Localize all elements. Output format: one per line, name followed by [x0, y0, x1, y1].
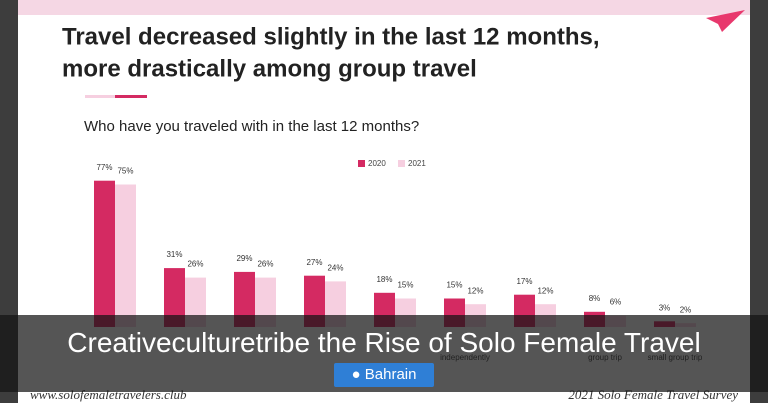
value-label: 24% [327, 264, 343, 273]
bar [185, 277, 206, 327]
value-label: 6% [610, 298, 622, 307]
bar [115, 184, 136, 327]
value-label: 15% [397, 281, 413, 290]
value-label: 77% [96, 163, 112, 172]
legend-label: 2020 [368, 159, 386, 168]
value-label: 8% [589, 294, 601, 303]
value-label: 31% [166, 250, 182, 259]
legend-swatch [398, 160, 405, 167]
value-label: 17% [516, 277, 532, 286]
caption: Creativeculturetribe the Rise of Solo Fe… [67, 327, 701, 358]
caption-overlay: Creativeculturetribe the Rise of Solo Fe… [0, 315, 768, 392]
value-label: 26% [257, 260, 273, 269]
bar [304, 275, 325, 327]
value-label: 12% [537, 286, 553, 295]
chart-title: Travel decreased slightly in the last 12… [62, 23, 600, 50]
tag-icon: ● [351, 366, 365, 383]
accent-line [85, 95, 115, 98]
bar [234, 271, 255, 327]
value-label: 2% [680, 305, 692, 314]
accent-line [115, 95, 147, 98]
bar [164, 268, 185, 327]
bar [94, 180, 115, 327]
value-label: 15% [446, 281, 462, 290]
value-label: 18% [376, 275, 392, 284]
value-label: 75% [117, 167, 133, 176]
value-label: 29% [236, 254, 252, 263]
bar [255, 277, 276, 327]
location-tag[interactable]: ● Bahrain [334, 363, 434, 387]
chart-subtitle: Who have you traveled with in the last 1… [84, 118, 419, 135]
value-label: 3% [659, 303, 671, 312]
chart-title: more drastically among group travel [62, 55, 477, 82]
value-label: 27% [306, 258, 322, 267]
value-label: 12% [467, 286, 483, 295]
legend-label: 2021 [408, 159, 426, 168]
top-band [18, 0, 750, 15]
plane-icon [706, 10, 745, 32]
legend-swatch [358, 160, 365, 167]
value-label: 26% [187, 260, 203, 269]
tag-label: Bahrain [364, 366, 417, 383]
